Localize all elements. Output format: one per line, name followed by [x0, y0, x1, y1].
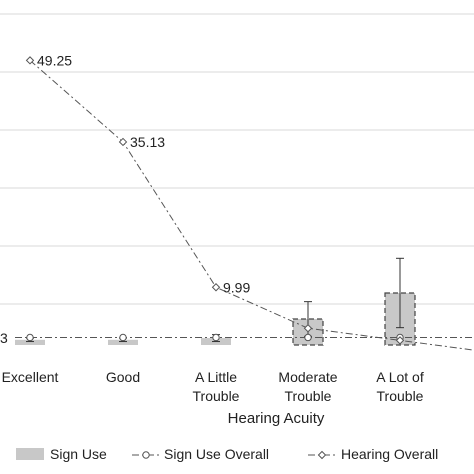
- hearing-overall-data-label-1: 35.13: [130, 134, 165, 150]
- hearing-overall-point-0: [25, 56, 35, 65]
- legend-label-sign-use: Sign Use: [50, 446, 107, 462]
- x-tick-label-4: A Lot of Trouble: [376, 369, 424, 404]
- sign-use-overall-point-2: [212, 333, 220, 342]
- hearing-overall-point-1: [118, 137, 128, 147]
- bar-1: [108, 339, 138, 345]
- x-tick-label-2: A Little Trouble: [193, 369, 240, 404]
- x-tick-labels: Excellent Good A Little Trouble Moderate Trou…: [2, 369, 424, 404]
- hearing-overall-point-3: [303, 324, 313, 333]
- cut-off-data-label: 3: [0, 330, 8, 346]
- x-tick-label-1: Good: [106, 369, 140, 385]
- legend-label-hearing-overall: Hearing Overall: [341, 446, 438, 462]
- data-labels: 49.25 35.13 9.99: [37, 52, 250, 295]
- bar-0: [15, 339, 45, 345]
- legend-swatch-sign-use: [16, 448, 44, 460]
- x-tick-label-3: Moderate Trouble: [278, 369, 337, 404]
- hearing-overall-point-2: [211, 283, 221, 292]
- x-tick-label-0: Excellent: [2, 369, 59, 385]
- hearing-overall-line: [29, 59, 474, 351]
- sign-use-overall-point-3: [304, 333, 312, 342]
- sign-use-overall-point-1: [119, 333, 127, 342]
- hearing-overall-data-label-0: 49.25: [37, 52, 72, 68]
- legend: Sign Use Sign Use Overall Hearing Overall: [16, 446, 438, 462]
- bars: [15, 257, 416, 346]
- gridlines: [0, 13, 474, 305]
- legend-label-sign-use-overall: Sign Use Overall: [164, 446, 269, 462]
- hearing-overall-data-label-2: 9.99: [223, 279, 250, 295]
- hearing-overall-point-4: [395, 336, 405, 345]
- lines: [15, 56, 474, 351]
- x-axis-title: Hearing Acuity: [228, 410, 325, 427]
- sign-use-overall-point-0: [26, 333, 34, 342]
- legend-marker-hearing-overall: [317, 450, 327, 460]
- legend-marker-sign-use-overall: [142, 451, 150, 459]
